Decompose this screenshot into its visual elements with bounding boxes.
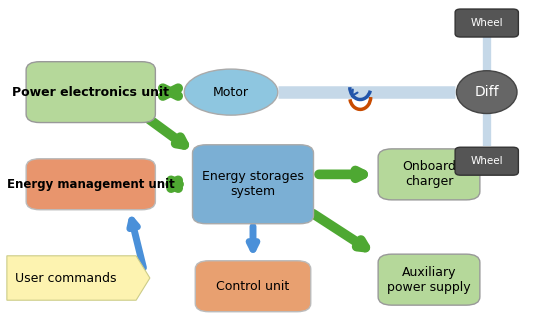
Polygon shape <box>7 256 150 300</box>
Text: Onboard
charger: Onboard charger <box>402 160 456 189</box>
FancyBboxPatch shape <box>195 261 311 312</box>
Text: Diff: Diff <box>475 85 499 99</box>
Text: Control unit: Control unit <box>216 280 290 293</box>
FancyBboxPatch shape <box>26 62 155 123</box>
FancyBboxPatch shape <box>378 254 480 305</box>
Text: Wheel: Wheel <box>470 18 503 28</box>
Ellipse shape <box>456 71 517 114</box>
Text: Motor: Motor <box>213 86 249 99</box>
FancyBboxPatch shape <box>192 145 314 224</box>
Text: Power electronics unit: Power electronics unit <box>12 86 169 99</box>
FancyBboxPatch shape <box>455 9 518 37</box>
FancyBboxPatch shape <box>455 147 518 175</box>
Text: Energy storages
system: Energy storages system <box>202 170 304 198</box>
FancyBboxPatch shape <box>378 149 480 200</box>
Ellipse shape <box>184 69 278 115</box>
Text: Wheel: Wheel <box>470 156 503 166</box>
Text: User commands: User commands <box>15 271 117 285</box>
Text: Auxiliary
power supply: Auxiliary power supply <box>387 266 471 294</box>
FancyBboxPatch shape <box>26 159 155 210</box>
Text: Energy management unit: Energy management unit <box>7 178 175 191</box>
